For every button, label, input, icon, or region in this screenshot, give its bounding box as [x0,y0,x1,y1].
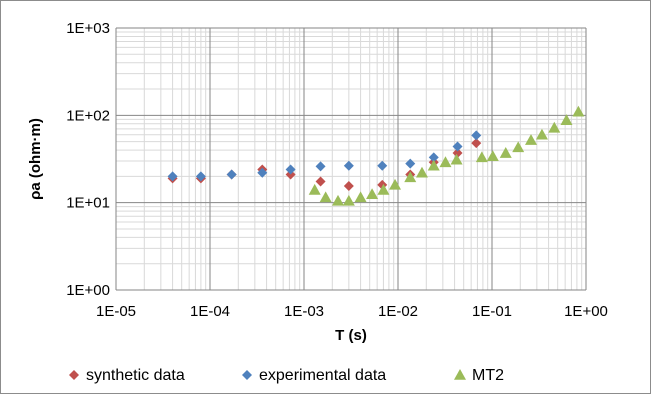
mt2-point [332,194,345,206]
synthetic-data-legend-label: synthetic data [86,367,185,384]
mt2-point [342,194,355,206]
mt2-point [475,151,488,163]
experimental-data-point [405,158,416,169]
synthetic-data-point [471,138,482,149]
points-layer [167,105,585,206]
mt2-point [450,153,463,165]
axis-layer: 1E-05 1E-04 1E-03 1E-02 1E-01 1E+00 1E+00 1E+01… [66,20,608,320]
experimental-data-point [285,164,296,175]
experimental-data-point [343,160,354,171]
y-axis-title: ρa (ohm·m) [27,118,44,200]
y-tick-label: 1E+03 [66,20,110,37]
mt2-point [427,159,440,171]
experimental-data-point [226,169,237,180]
experimental-data-point [167,171,178,182]
mt2-point [354,191,367,203]
mt2-point [308,183,321,195]
mt2-point [560,114,573,125]
x-tick-label: 1E-02 [378,303,418,320]
x-tick-label: 1E+00 [564,303,608,320]
experimental-data-point [428,152,439,163]
mt2-point [319,191,332,203]
mt2-point [439,156,452,168]
mt2-point [548,121,561,133]
mt2-point [486,150,499,162]
x-axis-title: T (s) [335,327,367,344]
mt2-point [366,188,379,200]
mt2-point [499,147,512,158]
x-tick-label: 1E-03 [284,303,324,320]
experimental-data-legend-label: experimental data [259,367,386,384]
mt2-point [377,183,390,195]
x-tick-label: 1E-04 [190,303,230,320]
mt2-point [525,134,538,145]
synthetic-data-legend-marker [69,370,79,380]
mt2-point [572,105,585,117]
experimental-data-legend-marker [242,370,252,380]
mt2-point [404,171,417,183]
x-tick-label: 1E-05 [96,303,136,320]
experimental-data-point [377,160,388,171]
mt2-legend-label: MT2 [472,367,504,384]
synthetic-data-point [452,148,463,159]
experimental-data-point [315,161,326,172]
grid-layer [115,27,587,291]
mt2-point [512,141,525,153]
synthetic-data-point [343,181,354,192]
experimental-data-point [471,130,482,141]
mt2-point [535,128,548,140]
mt2-legend-marker [454,369,466,380]
y-tick-label: 1E+02 [66,107,110,124]
x-tick-label: 1E-01 [472,303,512,320]
experimental-data-point [452,141,463,152]
mt2-point [389,178,402,190]
experimental-data-point [257,167,268,178]
synthetic-data-point [315,176,326,187]
legend: synthetic data experimental data MT2 [69,367,504,384]
experimental-data-point [195,171,206,182]
mt2-point [415,166,428,178]
y-tick-label: 1E+01 [66,195,110,212]
y-tick-label: 1E+00 [66,282,110,299]
synthetic-data-point [285,169,296,180]
